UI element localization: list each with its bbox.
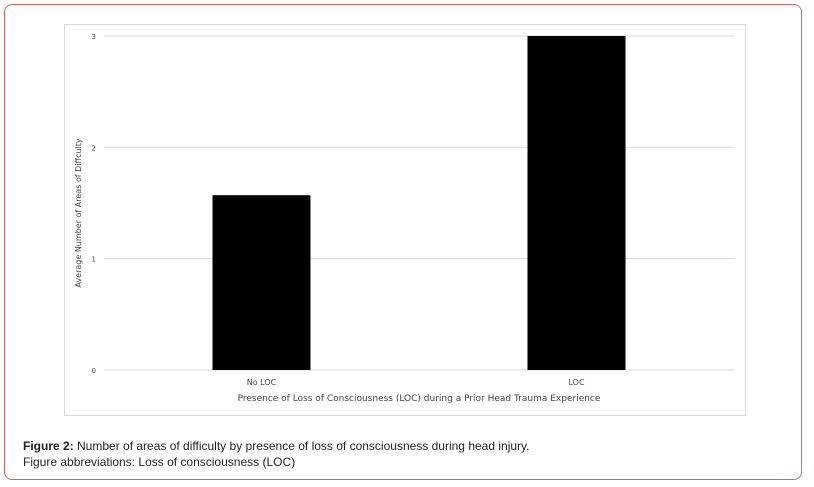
y-tick-label: 2 (92, 144, 96, 152)
y-tick-label: 0 (92, 367, 96, 375)
bar-loc (527, 36, 626, 370)
caption-label: Figure 2: (23, 439, 74, 453)
bar-no-loc (212, 195, 311, 370)
y-tick-labels: 0 1 2 3 (92, 33, 96, 375)
y-tick-label: 1 (92, 256, 96, 264)
x-tick-label: No LOC (247, 378, 277, 387)
plot-area (64, 24, 746, 416)
caption-text: Number of areas of difficulty by presenc… (73, 439, 530, 453)
x-tick-label: LOC (568, 378, 584, 387)
gridlines (104, 35, 734, 371)
bars (212, 36, 626, 370)
caption-abbreviations: Figure abbreviations: Loss of consciousn… (23, 455, 296, 469)
figure-caption: Figure 2: Number of areas of difficulty … (23, 438, 529, 470)
y-axis-label: Average Number of Areas of Diffculty (74, 138, 83, 287)
y-tick-label: 3 (92, 33, 96, 41)
x-tick-labels: No LOC LOC (247, 378, 585, 387)
x-axis-label: Presence of Loss of Consciousness (LOC) … (238, 394, 601, 404)
caption-line: Figure 2: Number of areas of difficulty … (23, 438, 529, 454)
